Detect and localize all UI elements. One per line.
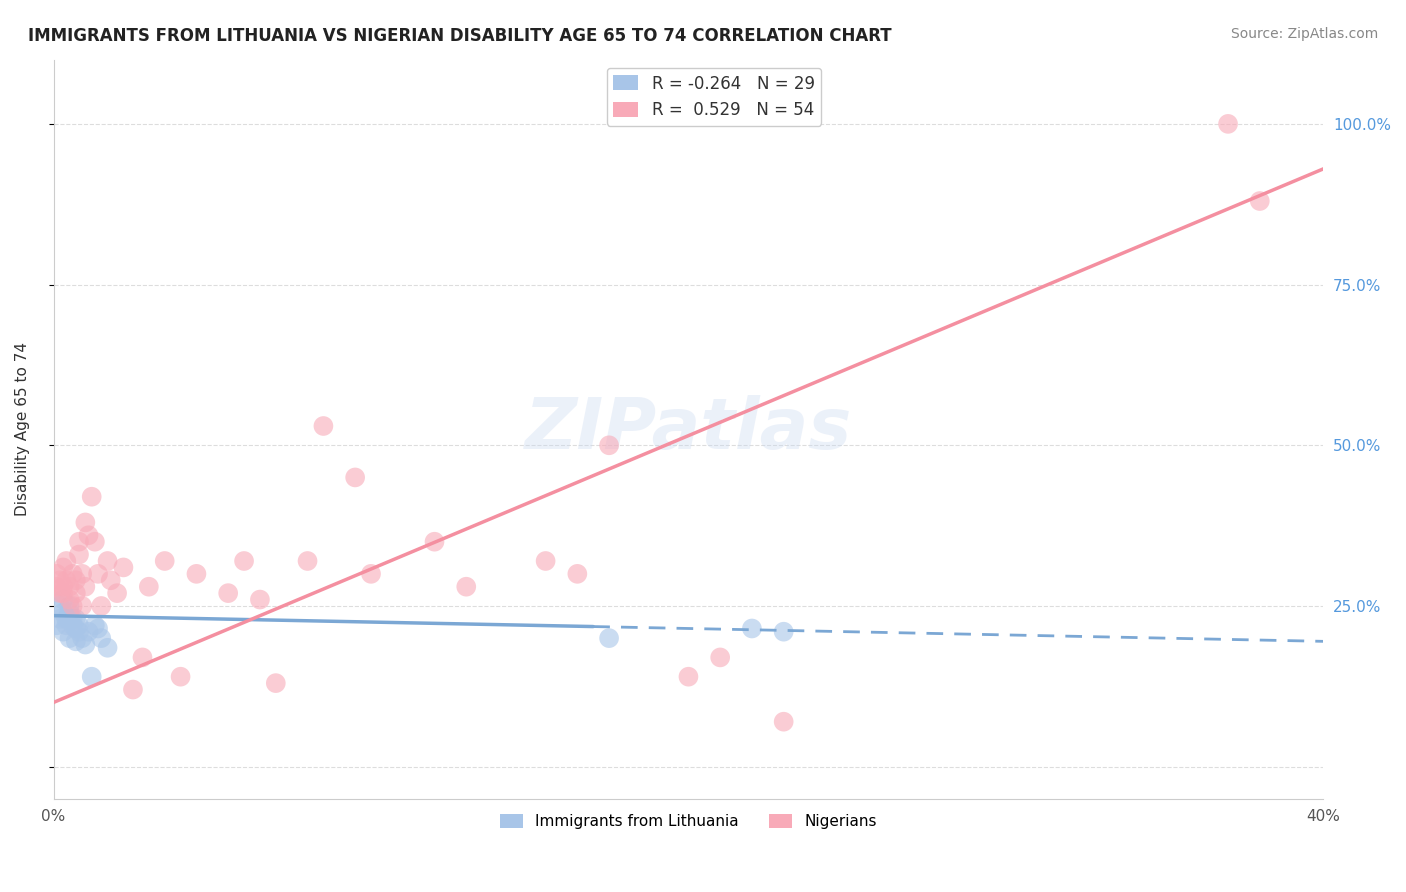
Point bbox=[62, 612, 84, 626]
Point bbox=[70, 631, 93, 645]
Point bbox=[67, 534, 90, 549]
Point bbox=[122, 682, 145, 697]
Point bbox=[153, 554, 176, 568]
Point bbox=[264, 676, 287, 690]
Point bbox=[77, 528, 100, 542]
Point bbox=[58, 580, 80, 594]
Point bbox=[58, 599, 80, 613]
Point bbox=[80, 670, 103, 684]
Point bbox=[75, 638, 97, 652]
Point bbox=[52, 592, 75, 607]
Point bbox=[62, 599, 84, 613]
Point bbox=[52, 560, 75, 574]
Point bbox=[87, 566, 110, 581]
Point bbox=[52, 624, 75, 639]
Point bbox=[45, 566, 67, 581]
Point bbox=[97, 640, 120, 655]
Point bbox=[75, 516, 97, 530]
Point bbox=[105, 586, 128, 600]
Point bbox=[456, 580, 478, 594]
Text: IMMIGRANTS FROM LITHUANIA VS NIGERIAN DISABILITY AGE 65 TO 74 CORRELATION CHART: IMMIGRANTS FROM LITHUANIA VS NIGERIAN DI… bbox=[28, 27, 891, 45]
Point bbox=[312, 419, 335, 434]
Point bbox=[70, 566, 93, 581]
Point bbox=[49, 599, 72, 613]
Point bbox=[100, 574, 122, 588]
Point bbox=[217, 586, 239, 600]
Point bbox=[45, 618, 67, 632]
Point bbox=[233, 554, 256, 568]
Point bbox=[112, 560, 135, 574]
Point bbox=[80, 490, 103, 504]
Point bbox=[131, 650, 153, 665]
Point bbox=[49, 574, 72, 588]
Point bbox=[97, 554, 120, 568]
Point bbox=[70, 599, 93, 613]
Legend: Immigrants from Lithuania, Nigerians: Immigrants from Lithuania, Nigerians bbox=[494, 808, 883, 836]
Point bbox=[138, 580, 160, 594]
Point bbox=[75, 580, 97, 594]
Point bbox=[360, 566, 382, 581]
Point bbox=[52, 580, 75, 594]
Point bbox=[55, 554, 77, 568]
Point bbox=[297, 554, 319, 568]
Point bbox=[49, 586, 72, 600]
Point bbox=[83, 534, 105, 549]
Point bbox=[67, 618, 90, 632]
Point bbox=[62, 618, 84, 632]
Point bbox=[65, 586, 87, 600]
Point bbox=[45, 580, 67, 594]
Point bbox=[65, 574, 87, 588]
Text: ZIPatlas: ZIPatlas bbox=[524, 395, 852, 464]
Point bbox=[186, 566, 208, 581]
Point bbox=[67, 624, 90, 639]
Point bbox=[423, 534, 446, 549]
Point bbox=[344, 470, 367, 484]
Point bbox=[598, 631, 620, 645]
Point bbox=[52, 606, 75, 620]
Point bbox=[772, 714, 794, 729]
Point bbox=[169, 670, 191, 684]
Point bbox=[49, 612, 72, 626]
Point bbox=[567, 566, 589, 581]
Y-axis label: Disability Age 65 to 74: Disability Age 65 to 74 bbox=[15, 343, 30, 516]
Point bbox=[678, 670, 700, 684]
Point bbox=[65, 634, 87, 648]
Point bbox=[534, 554, 557, 568]
Point bbox=[90, 599, 112, 613]
Point bbox=[598, 438, 620, 452]
Point bbox=[58, 606, 80, 620]
Point bbox=[1216, 117, 1239, 131]
Point bbox=[1249, 194, 1271, 208]
Point bbox=[62, 566, 84, 581]
Point bbox=[772, 624, 794, 639]
Point bbox=[58, 631, 80, 645]
Text: Source: ZipAtlas.com: Source: ZipAtlas.com bbox=[1230, 27, 1378, 41]
Point bbox=[58, 592, 80, 607]
Point bbox=[65, 612, 87, 626]
Point bbox=[249, 592, 271, 607]
Point bbox=[52, 586, 75, 600]
Point bbox=[55, 612, 77, 626]
Point bbox=[67, 548, 90, 562]
Point bbox=[709, 650, 731, 665]
Point bbox=[55, 618, 77, 632]
Point bbox=[55, 574, 77, 588]
Point bbox=[83, 618, 105, 632]
Point bbox=[65, 622, 87, 636]
Point bbox=[741, 622, 763, 636]
Point bbox=[87, 622, 110, 636]
Point bbox=[90, 631, 112, 645]
Point bbox=[77, 624, 100, 639]
